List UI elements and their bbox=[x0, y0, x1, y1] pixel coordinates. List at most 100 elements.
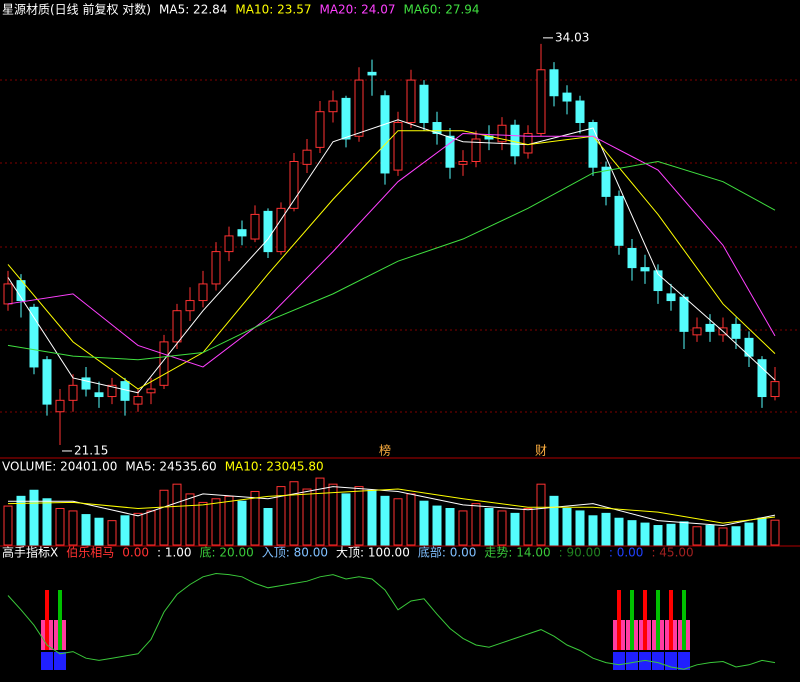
candle-body bbox=[354, 79, 364, 137]
volume-bar bbox=[770, 519, 780, 546]
volume-bar bbox=[172, 483, 182, 546]
volume-bar bbox=[588, 515, 598, 546]
candle-body bbox=[601, 166, 611, 197]
candle-body bbox=[705, 323, 715, 332]
volume-bar bbox=[549, 495, 559, 546]
volume-bar bbox=[393, 498, 403, 546]
candle-body bbox=[627, 247, 637, 269]
legend-entry: : 45.00 bbox=[651, 546, 693, 560]
volume-bar bbox=[133, 512, 143, 546]
volume-bar bbox=[185, 493, 195, 546]
volume-bar bbox=[627, 520, 637, 546]
candle-body bbox=[133, 396, 143, 405]
ma-line bbox=[7, 132, 776, 368]
candle-body bbox=[302, 149, 312, 165]
candle-body bbox=[68, 384, 78, 401]
volume-bar bbox=[159, 489, 169, 546]
volume-bar bbox=[3, 505, 13, 546]
ma-line bbox=[7, 488, 776, 524]
candle-body bbox=[94, 392, 104, 398]
legend-entry: VOLUME: 20401.00 bbox=[2, 460, 117, 474]
legend-entry: 星源材质(日线 前复权 对数) bbox=[2, 2, 151, 17]
signal-bar bbox=[45, 590, 49, 650]
candle-body bbox=[471, 138, 481, 162]
candle-body bbox=[341, 97, 351, 140]
legend-entry: 伯乐相马 bbox=[66, 545, 114, 560]
volume-bar bbox=[146, 510, 156, 546]
volume-bar bbox=[81, 514, 91, 546]
volume-bar bbox=[575, 510, 585, 546]
candle-body bbox=[159, 341, 169, 386]
legend-entry: : 1.00 bbox=[157, 546, 192, 560]
volume-bar bbox=[68, 510, 78, 546]
candle-body bbox=[224, 235, 234, 253]
volume-bar bbox=[16, 495, 26, 546]
legend-entry: 大顶: 100.00 bbox=[336, 546, 410, 560]
volume-bar bbox=[731, 526, 741, 546]
volume-bar bbox=[198, 501, 208, 546]
candle-body bbox=[237, 229, 247, 237]
legend-entry: MA5: 24535.60 bbox=[125, 460, 216, 474]
candle-body bbox=[614, 195, 624, 246]
legend-entry: 入顶: 80.00 bbox=[262, 546, 328, 560]
signal-bar bbox=[58, 590, 62, 650]
volume-bar bbox=[211, 498, 221, 546]
candle-body bbox=[653, 270, 663, 292]
legend-entry: : 0.00 bbox=[609, 546, 644, 560]
volume-bar bbox=[302, 488, 312, 546]
candle-body bbox=[172, 310, 182, 343]
candle-body bbox=[393, 122, 403, 171]
signal-bar bbox=[643, 590, 647, 650]
legend-entry: MA10: 23045.80 bbox=[225, 460, 324, 474]
signal-bar bbox=[656, 590, 660, 650]
volume-bar bbox=[380, 495, 390, 546]
volume-bar bbox=[497, 510, 507, 546]
volume-bar bbox=[445, 508, 455, 546]
candle-body bbox=[640, 267, 650, 272]
volume-bar bbox=[653, 525, 663, 546]
signal-base bbox=[639, 652, 651, 670]
candle-body bbox=[380, 95, 390, 174]
signal-base bbox=[652, 652, 664, 670]
candle-body bbox=[692, 327, 702, 336]
candle-body bbox=[276, 207, 286, 253]
candle-body bbox=[497, 124, 507, 143]
volume-bar bbox=[263, 508, 273, 546]
volume-bar bbox=[666, 523, 676, 546]
signal-base bbox=[678, 652, 690, 670]
volume-bar bbox=[419, 500, 429, 546]
candle-body bbox=[185, 300, 195, 312]
volume-bar bbox=[406, 493, 416, 546]
volume-bar bbox=[315, 477, 325, 546]
volume-bar bbox=[601, 512, 611, 546]
volume-bar bbox=[705, 525, 715, 546]
volume-bar bbox=[510, 512, 520, 546]
volume-bar bbox=[250, 490, 260, 546]
signal-bar bbox=[669, 590, 673, 650]
legend-entry: 走势: 14.00 bbox=[484, 546, 550, 560]
volume-bar bbox=[94, 517, 104, 546]
volume-bar bbox=[289, 481, 299, 546]
candle-body bbox=[328, 100, 338, 113]
legend-entry: MA5: 22.84 bbox=[159, 3, 227, 17]
signal-base bbox=[613, 652, 625, 670]
candle-body bbox=[250, 213, 260, 240]
candle-body bbox=[419, 84, 429, 124]
candle-body bbox=[289, 160, 299, 209]
signal-base bbox=[54, 652, 66, 670]
signal-base bbox=[626, 652, 638, 670]
candle-body bbox=[770, 381, 780, 398]
volume-bar bbox=[744, 522, 754, 546]
volume-bar bbox=[471, 503, 481, 546]
ma-line bbox=[7, 130, 776, 390]
volume-bar bbox=[341, 493, 351, 546]
candle-body bbox=[510, 124, 520, 157]
volume-bar bbox=[679, 521, 689, 546]
volume-bar bbox=[328, 483, 338, 546]
candle-body bbox=[55, 399, 65, 413]
signal-bar bbox=[682, 590, 686, 650]
candle-body bbox=[458, 160, 468, 165]
legend-entry: MA10: 23.57 bbox=[235, 3, 311, 17]
volume-bar bbox=[354, 486, 364, 546]
